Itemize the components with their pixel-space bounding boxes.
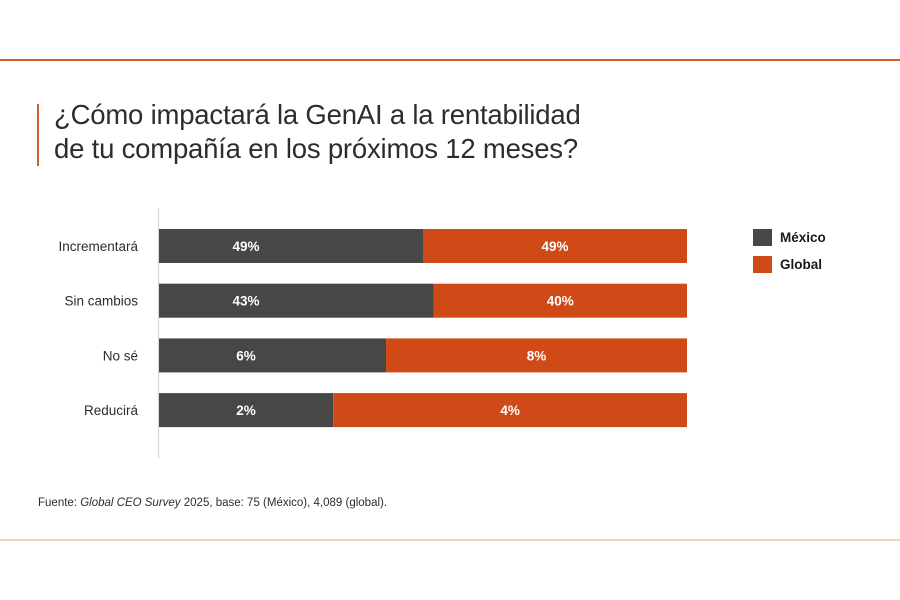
legend: México Global [753, 229, 826, 283]
bar-global-sin-cambios [433, 283, 687, 318]
title-line-1: ¿Cómo impactará la GenAI a la rentabilid… [54, 99, 581, 130]
bottom-rule [0, 539, 900, 541]
value-label-mexico-sin-cambios: 43% [232, 294, 259, 309]
value-label-global-reducira: 4% [500, 403, 520, 418]
bar-mexico-no-se [159, 338, 387, 373]
title-accent-bar [37, 104, 39, 166]
source-survey-name: Global CEO Survey [80, 497, 181, 509]
legend-swatch-global [753, 256, 772, 273]
value-label-global-incrementara: 49% [541, 239, 568, 254]
category-label-no-se: No sé [103, 348, 138, 363]
category-label-sin-cambios: Sin cambios [64, 294, 138, 309]
title-line-2: de tu compañía en los próximos 12 meses? [54, 133, 578, 164]
bar-mexico-reducira [159, 393, 334, 428]
bar-mexico-incrementara [159, 229, 423, 263]
bar-global-reducira [333, 393, 687, 428]
legend-item-global: Global [753, 256, 826, 273]
legend-item-mexico: México [753, 229, 826, 246]
bar-global-incrementara [423, 229, 687, 263]
value-label-mexico-incrementara: 49% [232, 239, 259, 254]
source-note: Fuente: Global CEO Survey 2025, base: 75… [38, 497, 387, 509]
category-label-incrementara: Incrementará [58, 239, 138, 254]
legend-label-mexico: México [780, 230, 826, 245]
legend-label-global: Global [780, 257, 823, 272]
source-prefix: Fuente: [38, 497, 81, 509]
bar-mexico-sin-cambios [159, 283, 434, 318]
category-label-reducira: Reducirá [84, 403, 139, 418]
bar-global-no-se [386, 338, 687, 373]
value-label-global-sin-cambios: 40% [547, 294, 574, 309]
top-rule [0, 59, 900, 61]
value-label-mexico-reducira: 2% [236, 403, 256, 418]
legend-swatch-mexico [753, 229, 772, 246]
chart-title: ¿Cómo impactará la GenAI a la rentabilid… [54, 98, 754, 166]
bars-group: Incrementará 49% 49% Sin cambios 43% 40% No sé… [58, 229, 687, 428]
source-suffix: 2025, base: 75 (México), 4,089 (global). [180, 497, 388, 509]
value-label-mexico-no-se: 6% [236, 348, 256, 363]
value-label-global-no-se: 8% [527, 348, 547, 363]
